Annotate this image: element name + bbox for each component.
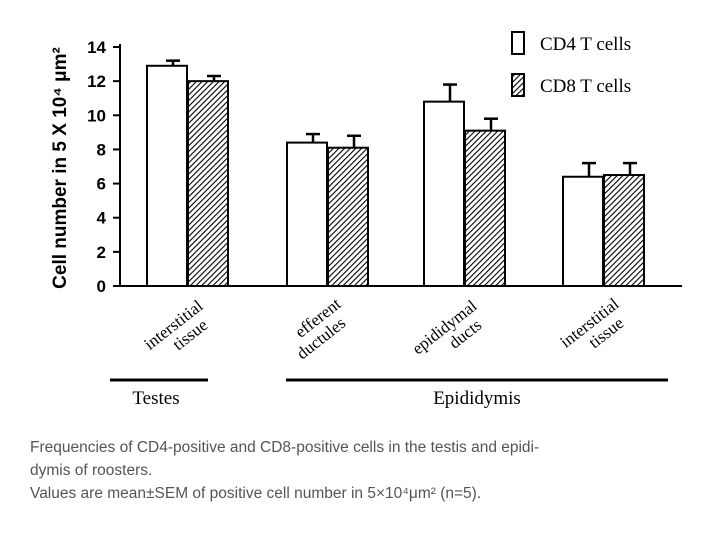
y-tick-label-10: 10 — [87, 106, 106, 125]
y-tick-label-12: 12 — [87, 72, 106, 91]
y-tick-label-14: 14 — [87, 38, 106, 57]
legend-label-cd8: CD8 T cells — [540, 76, 631, 97]
caption-line-1: Frequencies of CD4-positive and CD8-posi… — [30, 439, 540, 456]
bar-cd4-1 — [286, 141, 328, 287]
y-tick-label-4: 4 — [97, 209, 107, 228]
category-label-3: interstitialtissue — [556, 294, 633, 366]
group-label-testes: Testes — [132, 388, 179, 409]
category-label-1: efferentductules — [282, 294, 356, 363]
bar-cd8-3 — [603, 174, 645, 288]
figure-caption: Frequencies of CD4-positive and CD8-posi… — [30, 436, 710, 505]
bar-cd8-2 — [464, 129, 506, 287]
y-tick-label-2: 2 — [97, 243, 106, 262]
caption-line-2: dymis of roosters. — [30, 462, 153, 479]
y-axis-title: Cell number in 5 X 10⁴ μm² — [50, 47, 71, 289]
caption-line-3: Values are mean±SEM of positive cell num… — [30, 485, 482, 502]
category-label-2: epididymalducts — [408, 296, 491, 372]
bar-cd8-0 — [187, 80, 229, 288]
y-tick-label-8: 8 — [97, 140, 106, 159]
bar-cd4-0 — [146, 64, 188, 288]
legend-label-cd4: CD4 T cells — [540, 34, 631, 55]
y-tick-label-6: 6 — [97, 175, 106, 194]
category-label-0: interstitialtissue — [140, 296, 217, 368]
bar-cd8-1 — [327, 146, 369, 287]
bar-cd4-3 — [562, 175, 604, 287]
y-tick-label-0: 0 — [97, 277, 106, 296]
legend-swatch-cd4 — [511, 31, 525, 55]
legend-swatch-cd8 — [511, 73, 525, 97]
group-label-epididymis: Epididymis — [433, 388, 521, 409]
bar-cd4-2 — [423, 100, 465, 287]
